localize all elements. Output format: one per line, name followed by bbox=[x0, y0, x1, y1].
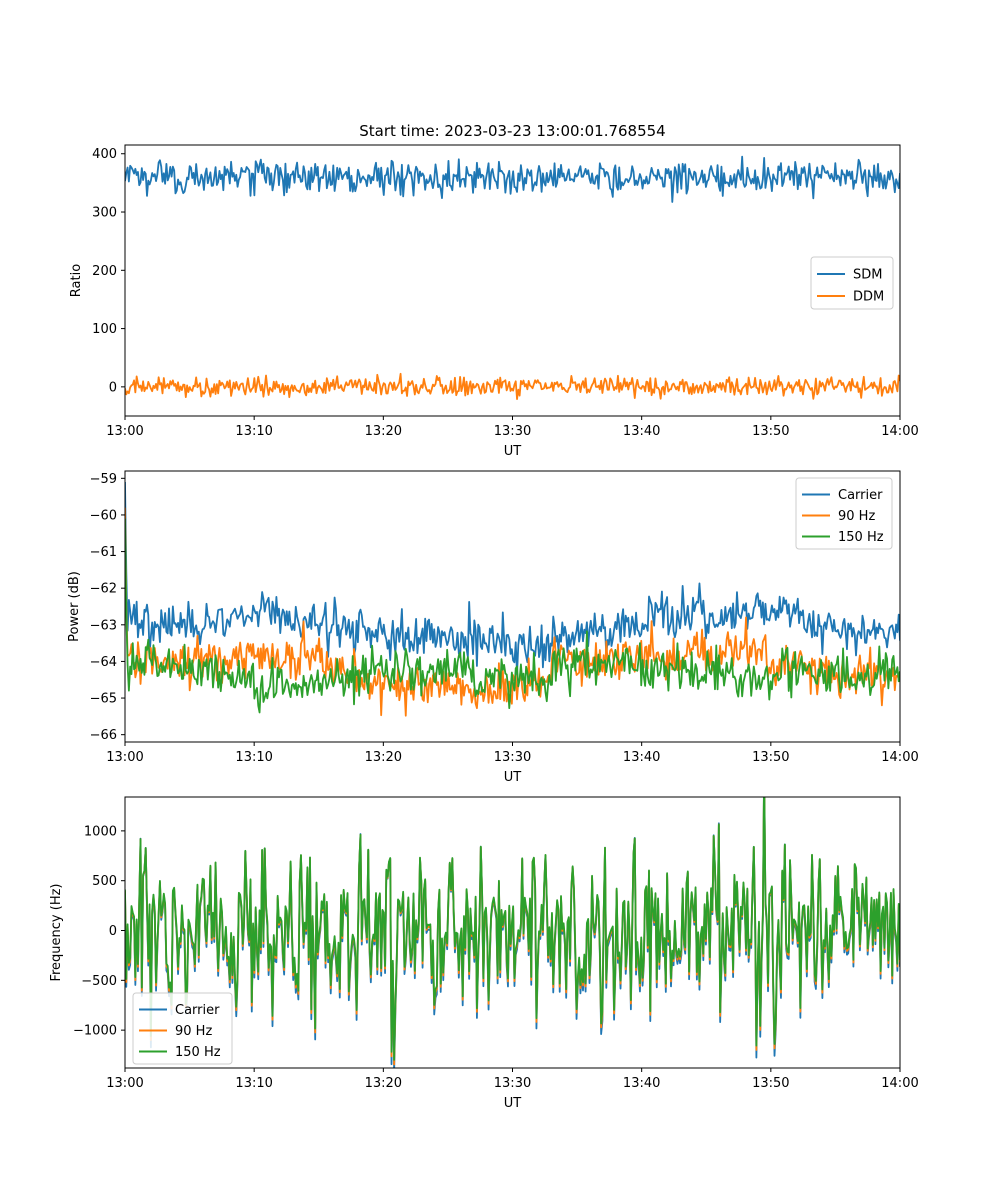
x-tick-label: 13:30 bbox=[494, 1076, 531, 1091]
x-axis-label: UT bbox=[504, 770, 522, 785]
x-tick-label: 13:40 bbox=[623, 750, 660, 765]
x-tick-label: 13:50 bbox=[752, 750, 789, 765]
x-tick-label: 13:40 bbox=[623, 424, 660, 439]
x-tick-label: 13:30 bbox=[494, 750, 531, 765]
chart-panel-1: 13:00 13:10 13:20 13:30 13:40 13:50 14:00 0 100 2… bbox=[69, 144, 919, 459]
y-tick-label: 500 bbox=[92, 874, 117, 889]
legend: Carrier 90 Hz 150 Hz bbox=[132, 992, 233, 1065]
x-tick-label: 14:00 bbox=[881, 424, 918, 439]
legend-label: 90 Hz bbox=[175, 1024, 212, 1039]
x-tick-label: 13:10 bbox=[235, 750, 272, 765]
y-tick-label: 1000 bbox=[84, 824, 117, 839]
y-tick-label: 0 bbox=[109, 380, 117, 395]
y-tick-label: 400 bbox=[92, 147, 117, 162]
series-group bbox=[125, 797, 900, 1068]
series-line-90-hz bbox=[125, 507, 900, 717]
legend-box bbox=[132, 992, 233, 1065]
chart-panel-2: 13:00 13:10 13:20 13:30 13:40 13:50 14:00 −59 −6… bbox=[67, 470, 919, 785]
series-line-sdm bbox=[125, 155, 900, 203]
x-tick-label: 13:00 bbox=[106, 750, 143, 765]
y-tick-label: −59 bbox=[90, 472, 117, 487]
y-tick-label: −65 bbox=[90, 692, 117, 707]
x-tick-label: 13:20 bbox=[365, 750, 402, 765]
legend-label: 90 Hz bbox=[838, 509, 875, 524]
y-tick-label: −62 bbox=[90, 582, 117, 597]
chart-panels: 13:00 13:10 13:20 13:30 13:40 13:50 14:00 0 100 2… bbox=[49, 144, 919, 1111]
x-tick-label: 13:20 bbox=[365, 424, 402, 439]
legend-label: DDM bbox=[853, 290, 884, 305]
y-tick-label: 100 bbox=[92, 322, 117, 337]
legend-box bbox=[795, 477, 893, 550]
y-tick-label: −63 bbox=[90, 618, 117, 633]
x-tick-label: 14:00 bbox=[881, 750, 918, 765]
y-tick-label: −64 bbox=[90, 655, 117, 670]
x-tick-label: 13:50 bbox=[752, 424, 789, 439]
x-tick-label: 14:00 bbox=[881, 1076, 918, 1091]
legend-label: Carrier bbox=[175, 1003, 220, 1018]
legend: SDM DDM bbox=[810, 256, 894, 310]
x-axis-label: UT bbox=[504, 444, 522, 459]
x-tick-label: 13:00 bbox=[106, 424, 143, 439]
x-tick-label: 13:30 bbox=[494, 424, 531, 439]
series-group bbox=[125, 155, 900, 400]
y-axis-label: Frequency (Hz) bbox=[49, 883, 64, 981]
y-axis-label: Ratio bbox=[69, 264, 84, 297]
x-tick-label: 13:10 bbox=[235, 1076, 272, 1091]
y-axis-label: Power (dB) bbox=[67, 571, 82, 642]
x-axis-label: UT bbox=[504, 1096, 522, 1111]
series-line-150-hz bbox=[125, 518, 900, 714]
x-tick-label: 13:20 bbox=[365, 1076, 402, 1091]
y-tick-label: −1000 bbox=[73, 1024, 117, 1039]
y-tick-label: −66 bbox=[90, 728, 117, 743]
legend-label: 150 Hz bbox=[175, 1045, 221, 1060]
chart-panel-3: 13:00 13:10 13:20 13:30 13:40 13:50 14:00 1000 5… bbox=[49, 796, 919, 1111]
y-tick-label: −60 bbox=[90, 508, 117, 523]
legend: Carrier 90 Hz 150 Hz bbox=[795, 477, 893, 550]
y-tick-label: 0 bbox=[109, 924, 117, 939]
figure-title: Start time: 2023-03-23 13:00:01.768554 bbox=[359, 122, 665, 140]
series-line-ddm bbox=[125, 372, 900, 400]
y-tick-label: −500 bbox=[81, 974, 117, 989]
series-line-150-hz bbox=[125, 797, 900, 1061]
x-tick-label: 13:50 bbox=[752, 1076, 789, 1091]
legend-label: 150 Hz bbox=[838, 530, 884, 545]
y-tick-label: −61 bbox=[90, 545, 117, 560]
legend-label: Carrier bbox=[838, 488, 883, 503]
x-tick-label: 13:40 bbox=[623, 1076, 660, 1091]
x-tick-label: 13:10 bbox=[235, 424, 272, 439]
x-tick-label: 13:00 bbox=[106, 1076, 143, 1091]
series-group bbox=[125, 481, 900, 717]
series-line-carrier bbox=[125, 481, 900, 676]
legend-label: SDM bbox=[853, 268, 882, 283]
y-tick-label: 200 bbox=[92, 264, 117, 279]
y-tick-label: 300 bbox=[92, 206, 117, 221]
